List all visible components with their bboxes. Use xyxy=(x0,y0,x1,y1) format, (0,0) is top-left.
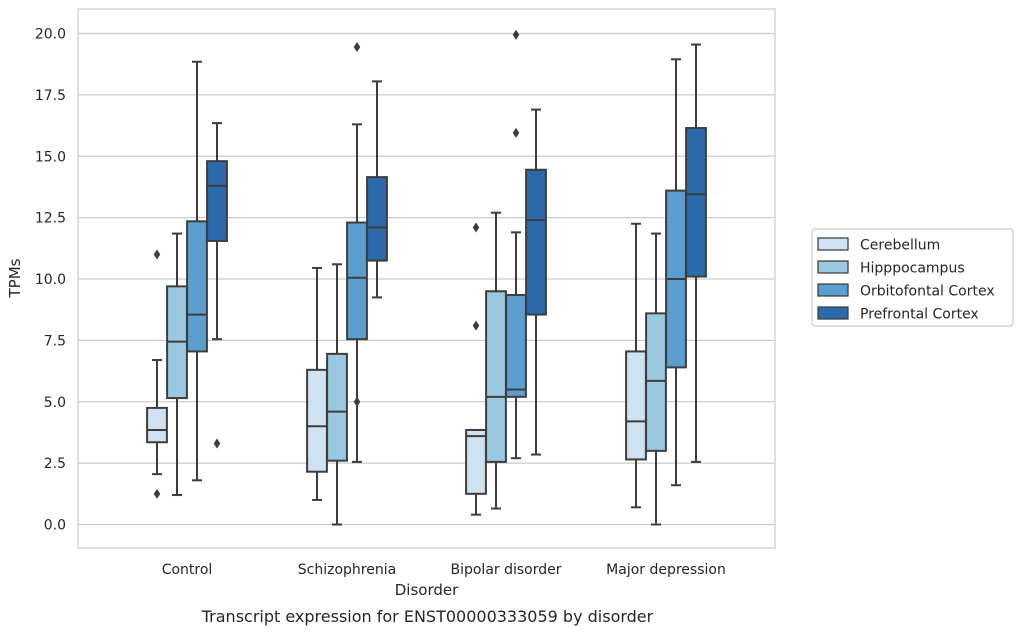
y-tick-label: 0.0 xyxy=(44,518,66,534)
y-tick-label: 20.0 xyxy=(35,27,66,43)
x-tick-label: Control xyxy=(162,562,213,578)
outlier-point xyxy=(213,438,221,449)
box-iqr xyxy=(645,312,667,452)
legend-swatch xyxy=(817,237,849,251)
series-prefrontal-cortex xyxy=(206,43,707,463)
box xyxy=(665,58,687,487)
y-tick-label: 15.0 xyxy=(35,149,66,165)
x-axis-label: Disorder xyxy=(395,581,459,599)
box-iqr xyxy=(465,428,487,495)
chart-title: Transcript expression for ENST0000033305… xyxy=(201,607,654,626)
legend-swatch xyxy=(817,283,849,297)
box-iqr xyxy=(525,168,547,316)
box-iqr xyxy=(146,406,168,444)
x-tick-labels: Control Schizophrenia Bipolar disorder Majo… xyxy=(162,562,726,578)
box xyxy=(166,232,188,497)
box xyxy=(186,60,208,482)
x-tick-label: Bipolar disorder xyxy=(450,562,561,578)
outlier-point xyxy=(153,249,161,260)
box xyxy=(206,122,228,449)
box xyxy=(326,263,348,526)
box xyxy=(625,222,647,509)
box xyxy=(685,43,707,463)
y-tick-label: 7.5 xyxy=(44,333,66,349)
outlier-point xyxy=(472,320,480,331)
outlier-point xyxy=(153,488,161,499)
outlier-point xyxy=(353,42,361,53)
box-iqr xyxy=(326,352,348,462)
legend-label: Cerebellum xyxy=(860,238,940,254)
box xyxy=(346,42,368,463)
box-iqr xyxy=(625,350,647,461)
box xyxy=(645,232,667,526)
box-series xyxy=(146,29,707,526)
box-iqr xyxy=(366,176,388,262)
box-iqr xyxy=(685,127,707,278)
x-tick-label: Major depression xyxy=(606,562,726,578)
outlier-point xyxy=(472,222,480,233)
legend-swatch xyxy=(817,306,849,320)
box xyxy=(146,249,168,499)
box xyxy=(306,266,328,501)
series-orbitofontal-cortex xyxy=(186,29,687,487)
box xyxy=(525,108,547,456)
box-iqr xyxy=(306,368,328,473)
y-axis-label: TPMs xyxy=(6,258,24,298)
legend-swatch xyxy=(817,260,849,274)
outlier-point xyxy=(512,29,520,40)
box-iqr xyxy=(206,160,228,242)
y-tick-label: 2.5 xyxy=(44,456,66,472)
x-tick-label: Schizophrenia xyxy=(298,562,396,578)
box-iqr xyxy=(505,293,527,398)
y-tick-label: 17.5 xyxy=(35,88,66,104)
outlier-point xyxy=(353,396,361,407)
box xyxy=(465,222,487,516)
y-tick-label: 12.5 xyxy=(35,211,66,227)
outlier-point xyxy=(512,127,520,138)
legend-label: Hipppocampus xyxy=(860,261,965,277)
box-iqr xyxy=(485,290,507,463)
legend-label: Orbitofontal Cortex xyxy=(860,284,995,300)
box xyxy=(505,29,527,460)
series-hipppocampus xyxy=(166,211,667,526)
box-iqr xyxy=(186,220,208,353)
series-cerebellum xyxy=(146,222,647,516)
legend: Cerebellum Hipppocampus Orbitofontal Corte… xyxy=(811,228,1014,327)
box-iqr xyxy=(346,221,368,341)
box xyxy=(366,80,388,299)
y-tick-labels: 0.0 2.5 5.0 7.5 10.0 12.5 15.0 17.5 20.0 xyxy=(35,27,66,534)
box xyxy=(485,211,507,510)
legend-frame xyxy=(811,228,1014,327)
plot-frame xyxy=(77,8,776,549)
y-tick-label: 5.0 xyxy=(44,395,66,411)
y-tick-label: 10.0 xyxy=(35,272,66,288)
legend-label: Prefrontal Cortex xyxy=(860,307,979,323)
